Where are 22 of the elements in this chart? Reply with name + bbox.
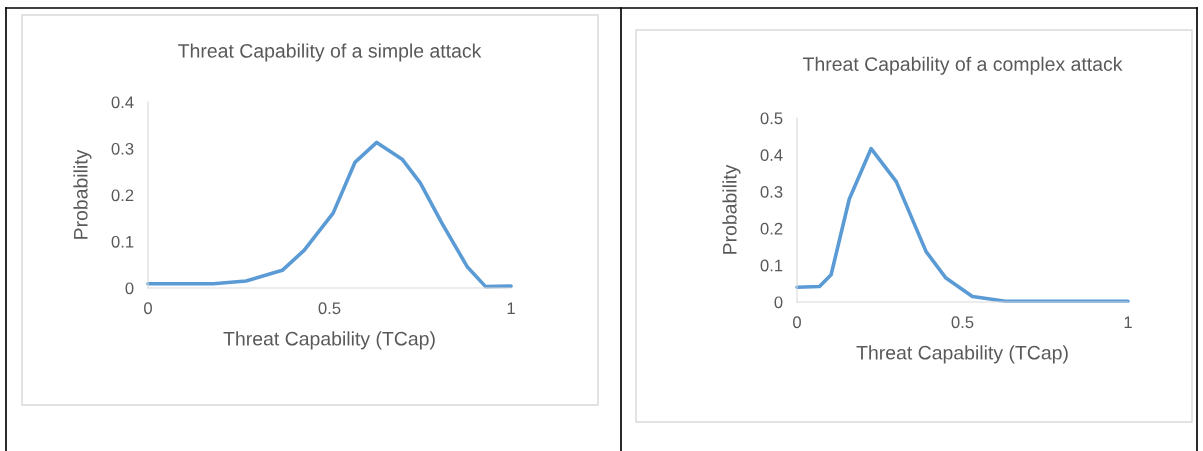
y-tick-label: 0 — [125, 282, 134, 295]
y-tick-label: 0.4 — [111, 96, 134, 109]
y-tick-label: 0.2 — [111, 189, 134, 202]
y-tick-label: 0.4 — [760, 149, 783, 161]
y-tick-label: 0.1 — [760, 259, 783, 272]
y-tick-label: 0.3 — [760, 186, 783, 198]
x-tick-label: 1 — [1124, 316, 1132, 328]
x-tick-label: 0.5 — [318, 302, 341, 315]
x-tick-label: 0 — [144, 302, 152, 315]
y-axis-title: Probability — [722, 164, 741, 254]
y-tick-label: 0.3 — [111, 142, 134, 155]
x-tick-label: 1 — [507, 302, 515, 314]
chart-title: Threat Capability of a simple attack — [178, 43, 482, 62]
y-axis-title: Probability — [73, 149, 92, 239]
chart-title: Threat Capability of a complex attack — [803, 56, 1123, 75]
x-axis-title: Threat Capability (TCap) — [223, 331, 435, 350]
x-tick-label: 0 — [793, 316, 801, 329]
y-tick-label: 0.5 — [760, 112, 783, 125]
x-axis-title: Threat Capability (TCap) — [856, 345, 1068, 364]
y-tick-label: 0.2 — [760, 222, 783, 235]
x-tick-label: 0.5 — [951, 316, 974, 329]
y-tick-label: 0.1 — [111, 235, 134, 248]
